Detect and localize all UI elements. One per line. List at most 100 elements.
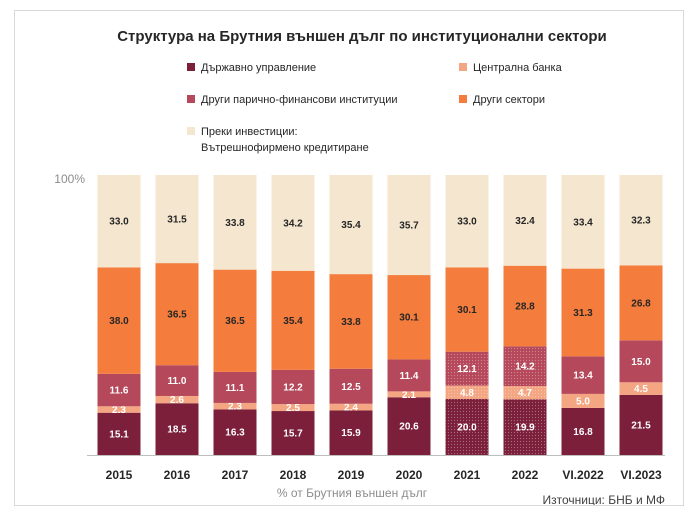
bar-segment <box>155 403 199 455</box>
data-label: 28.8 <box>515 302 535 313</box>
data-label: 16.3 <box>225 428 245 439</box>
data-label: 4.5 <box>634 384 648 395</box>
x-tick-label: 2017 <box>222 468 249 482</box>
bar-segment <box>329 403 373 411</box>
bar-segment <box>329 274 373 369</box>
bar-segment <box>619 265 663 341</box>
bar-segment <box>213 402 257 410</box>
data-label: 13.4 <box>573 371 593 382</box>
bar-segment <box>329 410 373 455</box>
x-tick-label: 2021 <box>454 468 481 482</box>
bar-segment <box>561 268 605 357</box>
bar-segment <box>213 409 257 455</box>
y-tick-label-100: 100% <box>54 172 85 186</box>
legend-label-4-0: Преки инвестиции: <box>201 126 298 138</box>
data-label: 33.8 <box>341 317 361 328</box>
x-tick-label: 2019 <box>338 468 365 482</box>
bar-segment <box>155 263 199 366</box>
source-note: Източници: БНБ и МФ <box>543 493 666 505</box>
bar-segment-hatch <box>445 399 489 455</box>
x-axis-label: % от Брутния външен дълг <box>277 486 428 500</box>
bar-segment <box>445 175 489 268</box>
data-label: 35.7 <box>399 221 419 232</box>
bar-segment <box>97 412 141 455</box>
data-label: 11.0 <box>168 376 187 387</box>
bar-segment <box>561 407 605 455</box>
data-label: 12.5 <box>341 382 361 393</box>
legend: Държавно управление Централна банка Други … <box>187 62 563 154</box>
data-label: 26.8 <box>631 298 651 309</box>
data-label: 33.0 <box>457 217 477 228</box>
bar-segment <box>97 175 141 268</box>
data-label: 36.5 <box>167 310 187 321</box>
x-tick-label: 2020 <box>396 468 423 482</box>
data-label: 4.8 <box>460 388 474 399</box>
data-label: 11.1 <box>226 383 245 394</box>
legend-label-4-1: Вътрешнофирмено кредитиране <box>201 142 369 154</box>
data-label: 34.2 <box>283 218 303 229</box>
data-label: 30.1 <box>457 305 477 316</box>
bar-segment-hatch <box>503 386 547 400</box>
bar-segment <box>561 175 605 269</box>
data-label: 31.3 <box>573 308 593 319</box>
data-label: 16.8 <box>573 427 593 438</box>
bar-segment <box>619 382 663 395</box>
bar-segment <box>271 411 315 455</box>
data-label: 2.3 <box>112 405 126 416</box>
x-tick-label: 2015 <box>106 468 133 482</box>
bar-segment-hatch <box>445 351 489 386</box>
data-label: 19.9 <box>515 423 535 434</box>
bar-segment <box>213 269 257 372</box>
bar-segment <box>503 175 547 266</box>
data-label: 38.0 <box>109 316 129 327</box>
bar-segment <box>213 371 257 403</box>
bar-segment <box>561 356 605 394</box>
category-labels: 2015 2016 2017 2018 2019 2020 2021 2022 VI.2022 V… <box>106 468 662 482</box>
legend-label-3: Други сектори <box>473 94 545 106</box>
bar-segment-hatch <box>503 346 547 387</box>
data-label: 2.3 <box>228 402 242 413</box>
data-label: 15.0 <box>631 357 651 368</box>
bar-segment <box>271 369 315 405</box>
bar-segment <box>271 175 315 271</box>
bar-segment <box>329 175 373 275</box>
data-label: 12.1 <box>457 364 477 375</box>
data-label: 33.4 <box>573 217 593 228</box>
data-label: 12.2 <box>283 382 303 393</box>
data-label: 14.2 <box>515 362 535 373</box>
bar-segment <box>97 267 141 374</box>
bar-segment <box>97 406 141 413</box>
bar-segment-hatch <box>503 399 547 455</box>
bar-segment <box>155 395 199 404</box>
data-label: 15.1 <box>109 429 129 440</box>
bar-segment <box>271 404 315 412</box>
bar-segment <box>619 394 663 455</box>
legend-swatch-1 <box>459 63 467 71</box>
bar-segment <box>387 275 431 360</box>
data-label: 20.0 <box>457 423 477 434</box>
data-label: 30.1 <box>399 313 419 324</box>
data-label: 35.4 <box>283 316 303 327</box>
bar-segment <box>387 397 431 455</box>
data-label: 15.7 <box>283 429 303 440</box>
data-label: 32.4 <box>515 216 535 227</box>
bar-segment <box>329 368 373 404</box>
data-label: 2.4 <box>344 403 358 414</box>
bar-segment <box>97 373 141 407</box>
data-label: 35.4 <box>341 220 361 231</box>
legend-swatch-3 <box>459 95 467 103</box>
legend-label-1: Централна банка <box>473 62 563 74</box>
bar-segment <box>445 267 489 352</box>
data-label: 11.4 <box>400 371 419 382</box>
chart-frame: Структура на Брутния външен дълг по инст… <box>14 10 684 506</box>
legend-swatch-2 <box>187 95 195 103</box>
data-label: 36.5 <box>225 316 245 327</box>
bar-segment <box>561 393 605 408</box>
bar-segment <box>155 175 199 264</box>
legend-swatch-0 <box>187 63 195 71</box>
x-tick-label: 2018 <box>280 468 307 482</box>
data-label: 2.5 <box>286 403 300 414</box>
data-label: 2.1 <box>402 390 416 401</box>
legend-label-0: Държавно управление <box>201 62 316 74</box>
x-tick-label: 2016 <box>164 468 191 482</box>
